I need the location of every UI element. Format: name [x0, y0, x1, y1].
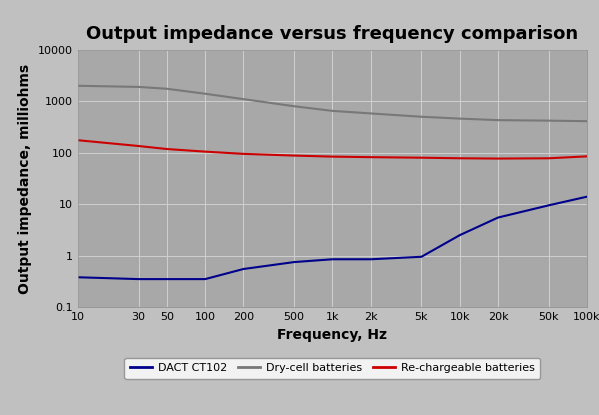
Legend: DACT CT102, Dry-cell batteries, Re-chargeable batteries: DACT CT102, Dry-cell batteries, Re-charg…: [125, 358, 540, 379]
Title: Output impedance versus frequency comparison: Output impedance versus frequency compar…: [86, 24, 579, 43]
Y-axis label: Output impedance, milliohms: Output impedance, milliohms: [19, 63, 32, 293]
X-axis label: Frequency, Hz: Frequency, Hz: [277, 327, 388, 342]
